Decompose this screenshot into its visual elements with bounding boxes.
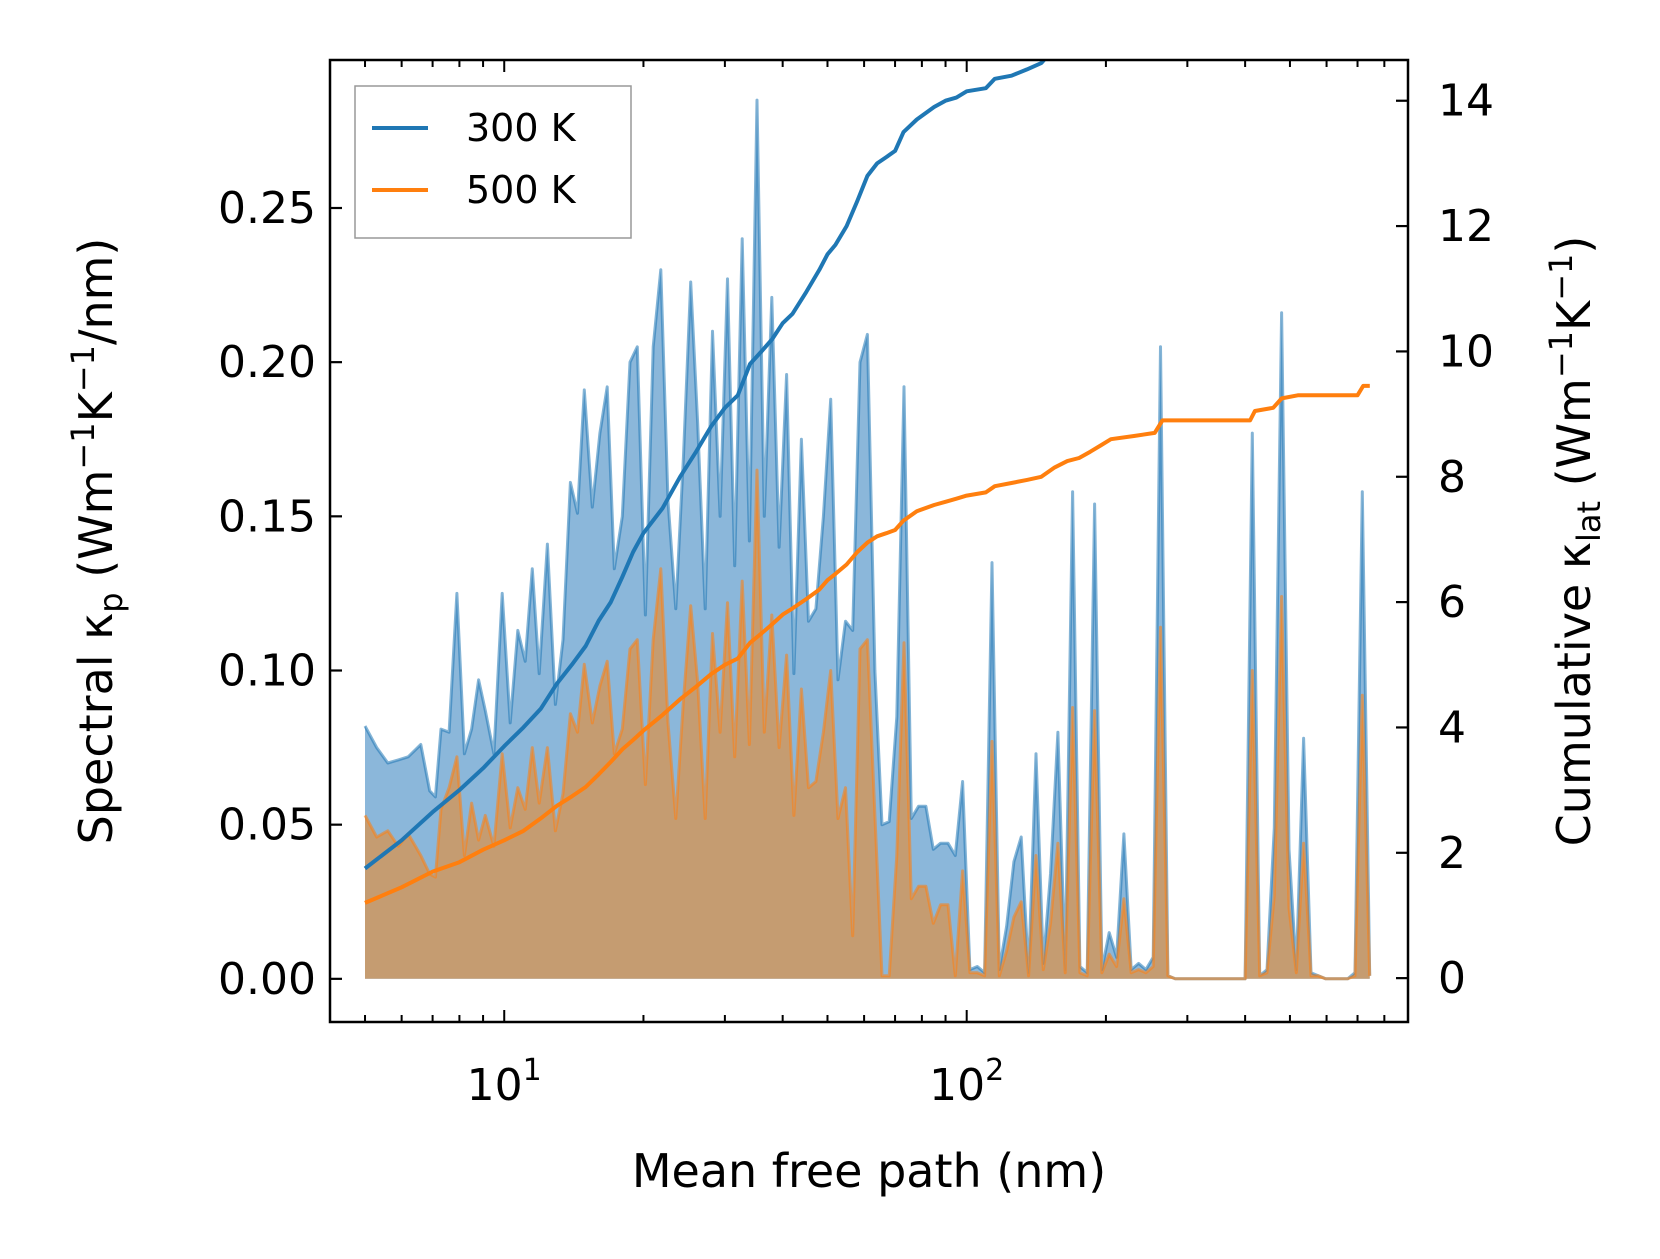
left-axis-title-prefix: (Wm	[69, 470, 123, 593]
legend-label-300k: 300 K	[466, 106, 577, 150]
left-y-tick-label: 0.15	[218, 491, 316, 542]
right-axis-title: Cumulative κlat (Wm−1K−1)	[1542, 236, 1608, 847]
x-tick-label-base: 10	[929, 1060, 985, 1111]
left-axis-title-mid: K	[69, 390, 123, 422]
legend-label-500k: 500 K	[466, 168, 577, 212]
right-y-tick-label: 2	[1438, 828, 1466, 879]
right-y-tick-label: 6	[1438, 577, 1466, 628]
left-y-tick-label: 0.25	[218, 183, 316, 234]
left-y-tick-label: 0.05	[218, 800, 316, 851]
right-axis-title-sub: lat	[1570, 501, 1608, 542]
left-axis-title-exp2: −1	[64, 345, 102, 392]
left-y-tick-label: 0.20	[218, 337, 316, 388]
ticks-layer	[330, 60, 1409, 1022]
right-axis-title-exp1: −1	[1542, 331, 1580, 378]
left-y-tick-label: 0.00	[218, 954, 316, 1005]
right-axis-title-prefix: (Wm	[1547, 378, 1601, 501]
legend-box	[354, 85, 632, 239]
x-tick-label: 101	[467, 1053, 542, 1111]
right-axis-title-suffix: )	[1547, 236, 1601, 254]
left-axis-title: Spectral κp (Wm−1K−1/nm)	[64, 238, 130, 845]
x-tick-label-exponent: 2	[985, 1053, 1004, 1088]
x-tick-label: 102	[929, 1053, 1004, 1111]
right-y-tick-label: 12	[1438, 201, 1494, 252]
left-y-tick-label: 0.10	[218, 646, 316, 697]
right-y-tick-label: 4	[1438, 702, 1466, 753]
right-y-tick-label: 8	[1438, 452, 1466, 503]
left-axis-title-sub: p	[92, 592, 130, 612]
cumulative-line-500k	[364, 383, 1370, 905]
plot-frame	[328, 58, 1410, 1024]
right-axis-title-main: Cumulative κ	[1547, 542, 1601, 846]
x-tick-label-base: 10	[467, 1060, 523, 1111]
left-axis-title-main: Spectral κ	[69, 613, 123, 845]
left-axis-title-suffix: /nm)	[69, 238, 123, 345]
right-axis-title-exp2: −1	[1542, 254, 1580, 301]
x-tick-label-exponent: 1	[523, 1053, 542, 1088]
x-axis-title: Mean free path (nm)	[632, 1144, 1106, 1198]
right-y-tick-label: 10	[1438, 326, 1494, 377]
plot-area	[363, 60, 1372, 981]
spectral-line-500k	[363, 468, 1372, 981]
right-axis-title-mid: K	[1547, 299, 1601, 331]
right-y-tick-label: 0	[1438, 953, 1466, 1004]
cumulative-line-300k	[363, 60, 1047, 871]
right-y-tick-label: 14	[1438, 76, 1494, 127]
spectral-area-500k	[365, 470, 1370, 979]
left-axis-title-exp1: −1	[64, 422, 102, 469]
legend: 300 K 500 K	[354, 85, 632, 239]
